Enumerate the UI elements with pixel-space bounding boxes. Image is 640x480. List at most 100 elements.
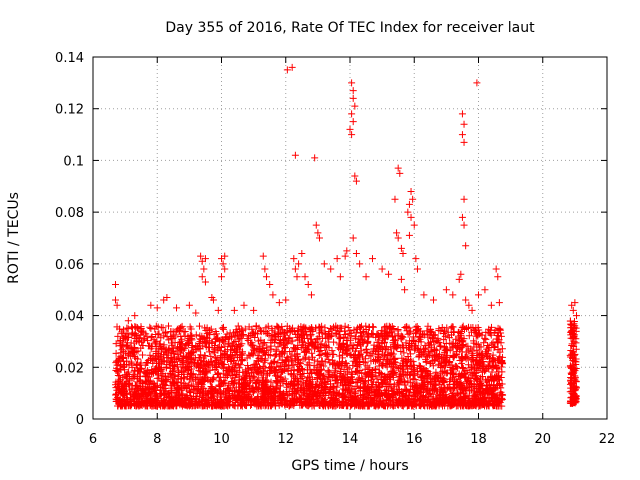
- data-point: [168, 341, 176, 349]
- data-point: [290, 255, 298, 263]
- data-point: [462, 296, 470, 304]
- y-tick-label: 0.1: [63, 154, 84, 169]
- y-axis: 0 0.02 0.04 0.06 0.08 0.1 0.12 0.14: [55, 51, 607, 428]
- x-tick-label: 14: [342, 432, 359, 447]
- data-point: [295, 260, 303, 268]
- x-tick-label: 20: [534, 432, 551, 447]
- data-point: [473, 79, 481, 87]
- data-point: [487, 301, 495, 309]
- data-point: [397, 244, 405, 252]
- data-point: [201, 278, 209, 286]
- data-point: [424, 322, 432, 330]
- data-point: [195, 340, 203, 348]
- data-point: [449, 291, 457, 299]
- data-point: [397, 348, 405, 356]
- data-point: [318, 340, 326, 348]
- data-point: [112, 340, 120, 348]
- data-point: [399, 250, 407, 258]
- data-point: [218, 273, 225, 281]
- data-point: [460, 120, 468, 128]
- data-point: [330, 351, 338, 359]
- data-point: [261, 265, 269, 273]
- data-point: [442, 286, 450, 294]
- data-point: [111, 296, 119, 304]
- data-point: [185, 301, 193, 309]
- data-point: [294, 367, 302, 375]
- data-point: [341, 252, 349, 260]
- data-point: [460, 138, 468, 146]
- data-point: [468, 306, 476, 314]
- data-point: [569, 306, 577, 314]
- data-point: [407, 187, 415, 195]
- data-point: [332, 364, 340, 372]
- data-point: [314, 229, 322, 237]
- data-point: [291, 265, 299, 273]
- data-point: [397, 275, 405, 283]
- data-point: [481, 286, 489, 294]
- data-point: [386, 380, 394, 388]
- data-point: [282, 296, 290, 304]
- data-point: [349, 87, 357, 95]
- data-point: [391, 195, 399, 203]
- data-point: [390, 381, 398, 389]
- y-tick-label: 0: [76, 413, 84, 428]
- data-point: [402, 339, 410, 347]
- data-point: [458, 131, 466, 139]
- data-point: [394, 234, 402, 242]
- data-point: [362, 273, 370, 281]
- data-point: [394, 164, 402, 172]
- data-point: [481, 348, 489, 356]
- data-point: [315, 333, 323, 341]
- data-point: [423, 327, 431, 335]
- data-point: [460, 195, 468, 203]
- data-point: [208, 357, 216, 365]
- data-point: [480, 361, 488, 369]
- x-tick-label: 6: [89, 432, 97, 447]
- data-point: [349, 234, 357, 242]
- data-point: [378, 265, 386, 273]
- data-point: [405, 231, 413, 239]
- data-point: [484, 347, 492, 355]
- data-point: [246, 378, 254, 386]
- data-point: [432, 368, 440, 376]
- data-point: [218, 324, 226, 332]
- data-point: [404, 208, 412, 216]
- data-point: [495, 299, 503, 307]
- data-point: [352, 250, 360, 258]
- data-point: [498, 360, 506, 368]
- data-point: [221, 265, 229, 273]
- data-point: [230, 306, 238, 314]
- data-point: [487, 323, 495, 331]
- data-point: [304, 281, 312, 289]
- data-point: [131, 312, 139, 320]
- data-point: [327, 265, 335, 273]
- data-points: [111, 63, 580, 410]
- data-point: [475, 291, 482, 299]
- data-point: [244, 362, 252, 370]
- data-point: [396, 169, 404, 177]
- data-point: [492, 265, 500, 273]
- y-tick-label: 0.08: [55, 206, 84, 221]
- y-tick-label: 0.14: [55, 51, 84, 66]
- y-tick-label: 0.02: [55, 361, 84, 376]
- data-point: [291, 151, 299, 159]
- x-axis: 6 8 10 12 14 16 18 20 22: [89, 57, 615, 447]
- data-point: [195, 322, 203, 330]
- y-axis-title: ROTI / TECUs: [6, 192, 22, 284]
- data-point: [345, 365, 353, 373]
- data-point: [147, 325, 155, 333]
- data-point: [409, 195, 417, 203]
- data-point: [139, 351, 147, 359]
- data-point: [407, 213, 415, 221]
- data-point: [333, 255, 341, 263]
- data-point: [413, 265, 421, 273]
- data-point: [240, 301, 248, 309]
- data-point: [458, 110, 466, 118]
- data-point: [167, 335, 175, 343]
- data-point: [298, 250, 306, 258]
- data-point: [147, 301, 155, 309]
- data-point: [385, 270, 393, 278]
- data-point: [458, 213, 466, 221]
- data-point: [113, 301, 121, 309]
